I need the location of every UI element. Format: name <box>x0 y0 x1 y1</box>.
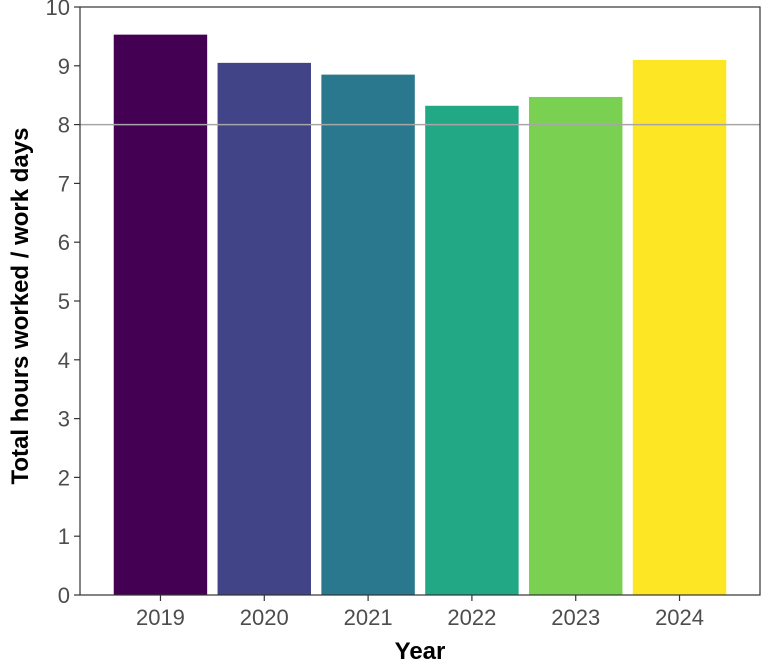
y-tick-label: 7 <box>58 171 70 196</box>
y-tick-label: 3 <box>58 407 70 432</box>
bar-2019 <box>113 34 208 596</box>
y-tick-label: 6 <box>58 230 70 255</box>
y-tick-label: 4 <box>58 348 70 373</box>
y-tick-label: 10 <box>46 0 70 20</box>
x-tick-label: 2020 <box>240 605 289 630</box>
y-tick-label: 8 <box>58 113 70 138</box>
x-tick-label: 2023 <box>551 605 600 630</box>
y-axis-title: Total hours worked / work days <box>7 128 34 485</box>
bar-2020 <box>217 62 311 596</box>
x-axis: 2019 2020 2021 2022 2023 2024 <box>136 595 704 630</box>
bar-2021 <box>321 74 415 596</box>
x-axis-title: Year <box>395 638 446 665</box>
y-tick-label: 0 <box>58 583 70 608</box>
bar-2024 <box>632 59 727 596</box>
y-axis: 0 1 2 3 4 5 6 7 8 9 10 <box>46 0 80 608</box>
y-tick-label: 2 <box>58 465 70 490</box>
bars-layer <box>113 34 727 596</box>
x-tick-label: 2021 <box>344 605 393 630</box>
x-tick-label: 2019 <box>136 605 185 630</box>
bar-2023 <box>529 96 623 596</box>
x-tick-label: 2024 <box>655 605 704 630</box>
y-tick-label: 1 <box>58 524 70 549</box>
y-tick-label: 9 <box>58 54 70 79</box>
bar-2022 <box>425 105 519 595</box>
x-tick-label: 2022 <box>447 605 496 630</box>
y-tick-label: 5 <box>58 289 70 314</box>
